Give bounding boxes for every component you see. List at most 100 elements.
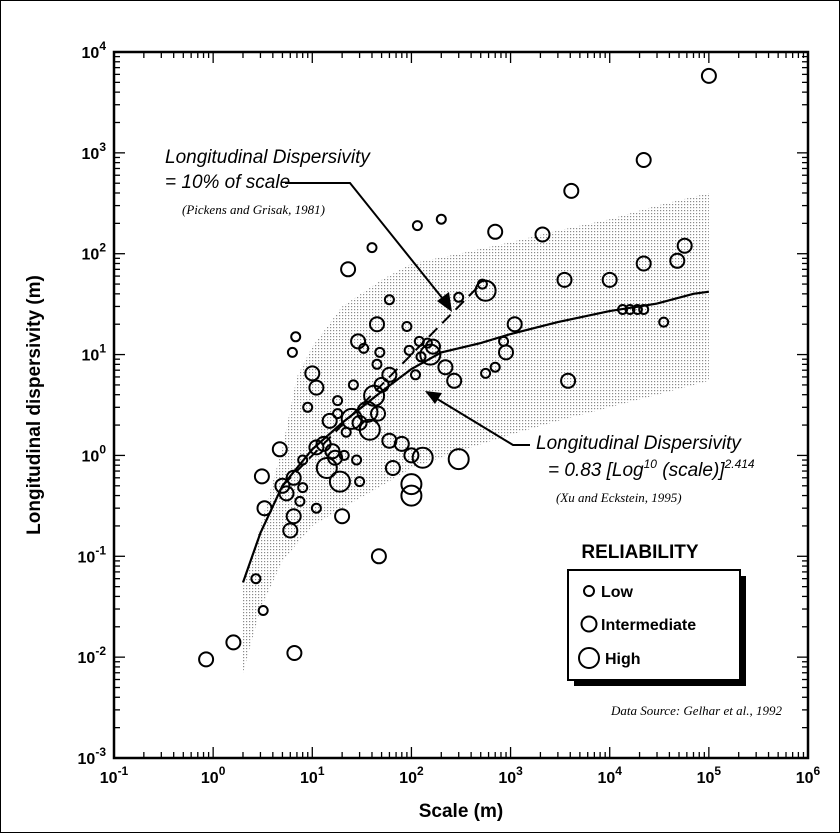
x-tick-label-exponent: 6 [814, 764, 821, 778]
data-point-intermediate [635, 255, 652, 272]
annotation-fit-formula-sup2: 2.414 [724, 457, 755, 471]
data-point-intermediate [373, 376, 390, 393]
x-tick-label: 10-1 [100, 764, 129, 787]
data-point-high [474, 279, 497, 302]
x-tick-label: 102 [399, 764, 424, 787]
uncertainty-band [243, 193, 709, 673]
data-point-low [624, 304, 636, 315]
y-tick-label-exponent: 3 [99, 140, 106, 154]
y-tick-label: 101 [82, 342, 107, 365]
data-point-high [419, 343, 442, 366]
data-point-intermediate [304, 365, 321, 382]
x-tick-label: 105 [697, 764, 722, 787]
data-point-low [354, 476, 366, 488]
data-point-intermediate [370, 548, 387, 565]
y-tick-label-base: 10 [82, 45, 100, 62]
y-tick-label-exponent: 0 [99, 442, 106, 456]
legend-marker-high [578, 647, 600, 669]
data-point-low [401, 321, 413, 332]
data-point-low [489, 361, 501, 373]
y-tick-label: 10-3 [78, 745, 107, 768]
data-point-low [658, 316, 670, 328]
data-point-intermediate [534, 226, 551, 243]
data-point-high [447, 448, 470, 471]
data-point-intermediate [669, 252, 686, 269]
data-point-intermediate [308, 439, 325, 456]
data-point-low [294, 495, 306, 507]
data-point-intermediate [370, 405, 386, 422]
x-axis-label: Scale (m) [419, 801, 503, 822]
x-tick-label-base: 10 [100, 770, 118, 787]
y-tick-label-exponent: -1 [95, 543, 106, 557]
y-tick-label-base: 10 [82, 448, 100, 465]
data-point-low [366, 242, 378, 254]
data-point-low [358, 342, 370, 354]
data-point-intermediate [308, 379, 325, 396]
annotation-fit-formula-b: (scale)] [657, 460, 725, 481]
x-tick-label-exponent: 0 [219, 764, 226, 778]
data-point-high [358, 418, 381, 441]
data-point-intermediate [506, 316, 523, 333]
data-point-intermediate [446, 372, 463, 389]
data-point-high [400, 473, 423, 496]
data-point-low [297, 454, 309, 466]
y-tick-label-base: 10 [82, 146, 100, 163]
x-tick-label: 106 [796, 764, 821, 787]
data-point-intermediate [340, 261, 357, 278]
plot-frame [112, 50, 810, 760]
data-point-low [302, 401, 314, 413]
data-point-intermediate [256, 500, 273, 517]
data-point-intermediate [198, 651, 215, 668]
annotation-fit-title: Longitudinal Dispersivity [536, 433, 742, 454]
x-tick-label-base: 10 [300, 770, 318, 787]
data-point-intermediate [700, 67, 717, 84]
data-source: Data Source: Gelhar et al., 1992 [610, 703, 783, 718]
annotation-10pct-arrowhead [437, 292, 452, 312]
data-point-high [328, 470, 351, 493]
data-point-intermediate [350, 333, 367, 350]
y-tick-label-base: 10 [78, 549, 96, 566]
data-point-intermediate [285, 469, 302, 486]
data-point-low [297, 482, 309, 494]
data-point-intermediate [225, 634, 242, 651]
data-point-low [290, 331, 302, 343]
x-tick-label-base: 10 [796, 770, 814, 787]
x-tick-label-exponent: 5 [714, 764, 721, 778]
y-tick-label-base: 10 [78, 650, 96, 667]
x-tick-label-base: 10 [697, 770, 715, 787]
data-point-low [257, 605, 269, 616]
data-point-intermediate [321, 412, 338, 429]
legend-marker-intermediate [580, 615, 598, 633]
data-point-low [374, 346, 386, 358]
data-point-intermediate [369, 316, 385, 333]
data-point-intermediate [327, 449, 344, 466]
y-tick-label: 10-2 [78, 644, 107, 667]
data-point-low [421, 337, 433, 349]
data-point-low [480, 367, 492, 379]
y-tick-label-exponent: 2 [99, 241, 106, 255]
x-tick-label-exponent: 2 [417, 764, 424, 778]
y-tick-label-exponent: -3 [95, 745, 106, 759]
y-tick-label: 102 [82, 241, 107, 264]
y-tick-label: 103 [82, 140, 107, 163]
x-tick-label: 100 [201, 764, 226, 787]
data-point-intermediate [498, 344, 514, 361]
data-point-intermediate [286, 645, 303, 661]
y-tick-label-exponent: 4 [99, 39, 106, 53]
annotation-10pct-leader [285, 182, 448, 305]
annotation-fit-leader [433, 396, 530, 446]
data-point-intermediate [334, 508, 351, 525]
data-point-low [638, 304, 650, 315]
x-tick-label-exponent: -1 [118, 764, 129, 778]
y-tick-label-base: 10 [82, 348, 100, 365]
x-tick-label: 103 [498, 764, 523, 787]
x-tick-label-exponent: 4 [615, 764, 622, 778]
y-axis-label: Longitudinal dispersivity (m) [24, 275, 45, 535]
data-point-high [411, 446, 434, 469]
data-point-low [338, 449, 350, 461]
data-point-intermediate [274, 477, 291, 494]
annotation-fit-formula: = 0.83 [Log10 (scale)]2.414 [548, 457, 755, 481]
annotation-fit-formula-a: = 0.83 [Log [548, 460, 644, 481]
data-point-low [631, 304, 643, 315]
